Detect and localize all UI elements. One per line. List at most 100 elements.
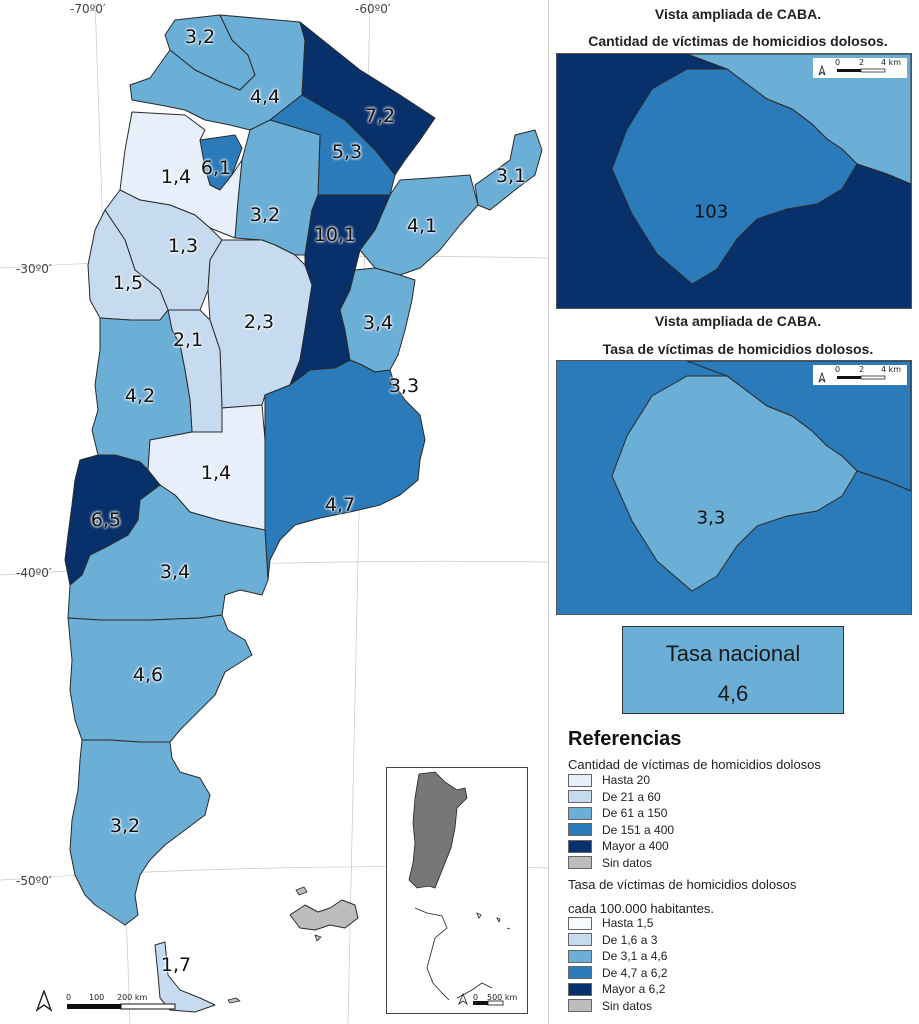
inset-2-scale-0: 0 [835, 365, 841, 374]
legend-cantidad-swatch [568, 806, 592, 820]
label-tucuman: 6,1 [200, 157, 232, 179]
legend-tasa-label: De 4,7 a 6,2 [602, 965, 668, 980]
legend-tasa-heading-2: cada 100.000 habitantes. [568, 901, 715, 916]
legend-cantidad-item: De 151 a 400 [568, 822, 674, 838]
legend-cantidad-label: De 21 a 60 [602, 789, 661, 804]
legend-cantidad-label: Sin datos [602, 855, 653, 870]
province-misiones[interactable] [474, 129, 543, 211]
tasa-nacional-box: Tasa nacional 4,6 [622, 626, 844, 714]
label-san-juan: 1,5 [112, 272, 144, 294]
legend-cantidad-item: Sin datos [568, 855, 652, 871]
label-catamarca: 1,4 [160, 166, 192, 188]
legend-cantidad-label: Hasta 20 [602, 773, 651, 787]
label-entre-rios: 3,4 [362, 312, 394, 334]
label-chaco: 5,3 [331, 141, 363, 163]
islas-malvinas [289, 899, 359, 931]
label-corrientes: 4,1 [406, 215, 438, 237]
label-salta: 4,4 [249, 86, 281, 108]
province-formosa[interactable] [299, 21, 436, 176]
legend-tasa-swatch [568, 999, 592, 1012]
inset-2-scale-svg [818, 371, 886, 383]
inset-1-scale-0: 0 [835, 58, 841, 67]
inset-1-scale-svg [818, 64, 886, 76]
legend-tasa-label: De 1,6 a 3 [602, 932, 658, 947]
legend-tasa-label: Mayor a 6,2 [602, 982, 666, 996]
argentina-map-svg [0, 0, 548, 1024]
inset-1-svg [557, 54, 911, 308]
locator-inset: 0 500 km [386, 767, 528, 1014]
locator-coast-2 [456, 912, 511, 999]
legend-cantidad-label: De 151 a 400 [602, 822, 675, 837]
label-san-luis: 2,1 [172, 329, 204, 351]
legend-tasa-swatch [568, 916, 592, 930]
label-la-rioja: 1,3 [167, 235, 199, 257]
label-santiago-del-estero: 3,2 [249, 204, 281, 226]
province-chubut[interactable] [67, 614, 253, 743]
legend-cantidad-item: Mayor a 400 [568, 838, 669, 854]
legend-tasa-heading-1: Tasa de víctimas de homicidios dolosos [568, 877, 797, 892]
legend-cantidad-swatch [568, 839, 592, 853]
legend-cantidad-item: De 61 a 150 [568, 805, 667, 821]
label-santa-fe: 10,1 [313, 224, 357, 246]
province-caba[interactable] [389, 378, 397, 386]
legend-title: Referencias [568, 728, 682, 750]
inset-1-title-line2: Cantidad de víctimas de homicidios dolos… [588, 33, 888, 49]
label-jujuy: 3,2 [184, 26, 216, 48]
province-santiago-del-estero[interactable] [234, 119, 321, 256]
inset-1-scale: 0 2 4 km [813, 58, 907, 78]
label-misiones: 3,1 [495, 165, 527, 187]
locator-north-icon [458, 992, 468, 1006]
legend-cantidad-swatch [568, 823, 592, 836]
legend-tasa-swatch [568, 933, 592, 946]
legend-cantidad-swatch [568, 856, 592, 869]
locator-coast-1 [414, 907, 450, 1001]
label-formosa: 7,2 [364, 105, 396, 127]
label-chubut: 4,6 [132, 664, 164, 686]
inset-1-map: 103 0 2 4 km [556, 53, 912, 309]
locator-scale-500: 500 km [487, 993, 518, 1002]
legend-tasa-item: Sin datos [568, 998, 652, 1014]
legend-cantidad-item: Hasta 20 [568, 772, 650, 788]
main-map: -70º0′ -60º0′ -30º0′ -40º0′ -50º0′ 3,2 4… [0, 0, 549, 1024]
legend-tasa-item: De 4,7 a 6,2 [568, 965, 667, 981]
legend-tasa-item: De 3,1 a 4,6 [568, 948, 667, 964]
legend-cantidad-swatch [568, 773, 592, 787]
province-tierra-del-fuego[interactable] [154, 941, 216, 1013]
malvinas-fragments [227, 886, 322, 1004]
lat-label-40: -40º0′ [16, 566, 52, 580]
scale-label-0: 0 [66, 993, 72, 1002]
legend-tasa-swatch [568, 949, 592, 963]
inset-1-scale-2: 2 [859, 58, 865, 67]
scale-label-200: 200 km [117, 993, 148, 1002]
legend-cantidad-label: De 61 a 150 [602, 806, 668, 820]
inset-2-scale-2: 2 [859, 365, 865, 374]
province-santa-cruz[interactable] [69, 739, 211, 926]
legend-tasa-item: Hasta 1,5 [568, 915, 653, 931]
inset-2-map: 3,3 0 2 4 km [556, 360, 912, 615]
tasa-nacional-value: 4,6 [717, 681, 749, 706]
label-santa-cruz: 3,2 [109, 815, 141, 837]
label-la-pampa: 1,4 [200, 462, 232, 484]
legend-tasa-label: Sin datos [602, 998, 653, 1013]
lon-label-70: -70º0′ [70, 2, 106, 16]
inset-2-svg [557, 361, 911, 614]
label-buenos-aires: 4,7 [324, 494, 356, 516]
label-neuquen: 6,5 [90, 509, 122, 531]
inset-2-value: 3,3 [696, 507, 726, 529]
legend-tasa-item: Mayor a 6,2 [568, 981, 665, 997]
legend-cantidad-heading: Cantidad de víctimas de homicidios dolos… [568, 757, 821, 772]
province-buenos-aires[interactable] [264, 359, 426, 581]
legend-cantidad-item: De 21 a 60 [568, 789, 661, 805]
label-rio-negro: 3,4 [159, 561, 191, 583]
locator-scale-0: 0 [473, 993, 479, 1002]
label-tierra-del-fuego: 1,7 [160, 954, 192, 976]
scale-bar [67, 1003, 176, 1010]
legend-tasa-item: De 1,6 a 3 [568, 932, 657, 948]
north-arrow-icon [36, 990, 52, 1012]
lat-label-30: -30º0′ [16, 262, 52, 276]
inset-2-scale-4: 4 km [881, 365, 902, 374]
scale-label-100: 100 [89, 993, 105, 1002]
locator-map-svg [408, 771, 511, 1006]
label-mendoza: 4,2 [124, 385, 156, 407]
legend-tasa-label: Hasta 1,5 [602, 916, 654, 930]
